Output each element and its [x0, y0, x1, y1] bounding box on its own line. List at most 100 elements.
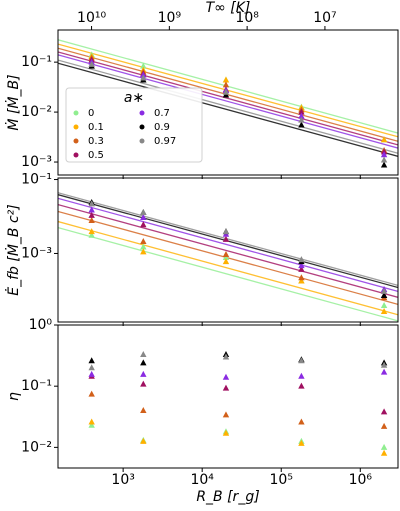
data-point: [222, 411, 230, 418]
data-point: [88, 206, 95, 213]
data-point: [88, 200, 95, 207]
data-point: [140, 221, 147, 228]
data-point: [88, 421, 95, 428]
panel-frame: [57, 324, 399, 469]
fit-line: [58, 220, 398, 316]
data-point: [298, 116, 305, 123]
data-point: [88, 364, 95, 371]
x-tick-label: 10³: [111, 472, 134, 488]
data-point: [298, 108, 305, 115]
data-point: [222, 429, 230, 436]
plot-area: [58, 192, 398, 322]
legend-marker: [73, 124, 79, 130]
plot-area: [88, 350, 388, 456]
top-tick-label: 10⁷: [313, 10, 336, 26]
data-point: [298, 418, 305, 425]
legend-marker: [73, 110, 79, 116]
data-point: [140, 209, 147, 216]
legend-title: a∗: [124, 90, 144, 106]
data-point: [222, 353, 230, 360]
data-point: [140, 74, 147, 81]
top-axis-label: T∞ [K]: [206, 0, 251, 16]
data-point: [298, 274, 305, 281]
data-point: [380, 361, 388, 368]
data-point: [222, 228, 230, 235]
data-point: [222, 88, 230, 95]
data-point: [88, 370, 95, 377]
top-tick-label: 10⁸: [235, 10, 259, 26]
y-tick-label: 10⁻¹: [21, 378, 52, 394]
data-point: [380, 443, 388, 450]
data-point: [222, 250, 230, 257]
data-point: [380, 422, 388, 429]
legend-marker: [139, 138, 145, 144]
fit-line: [58, 54, 398, 149]
data-point: [140, 213, 147, 220]
fit-line: [58, 47, 398, 142]
data-point: [380, 302, 388, 309]
fit-line: [58, 59, 398, 154]
legend-label: 0.1: [88, 122, 104, 133]
legend-marker: [73, 138, 79, 144]
data-point: [298, 382, 305, 389]
data-point: [88, 231, 95, 238]
y-tick-label: 10⁻²: [21, 439, 52, 455]
data-point: [88, 418, 95, 425]
data-point: [222, 384, 230, 391]
data-point: [88, 357, 95, 364]
plot-area: [58, 39, 398, 168]
data-point: [222, 235, 230, 242]
legend-marker: [139, 124, 145, 130]
top-tick-label: 10¹⁰: [77, 10, 106, 26]
legend-label: 0.3: [88, 136, 104, 147]
legend-label: 0.97: [154, 136, 176, 147]
data-point: [380, 368, 388, 375]
data-point: [88, 228, 95, 235]
legend-label: 0: [88, 108, 94, 119]
fit-line: [58, 51, 398, 146]
data-point: [380, 136, 388, 143]
data-point: [222, 258, 230, 265]
data-point: [380, 151, 388, 158]
y-tick-label: 10⁻³: [21, 154, 52, 170]
data-point: [140, 380, 147, 387]
data-point: [380, 287, 388, 294]
data-point: [298, 121, 305, 128]
data-point: [380, 291, 388, 298]
panel-frame: [57, 29, 399, 176]
legend-label: 0.7: [154, 108, 170, 119]
panel-frame: [57, 177, 399, 323]
legend-marker: [139, 110, 145, 116]
data-point: [140, 248, 147, 255]
legend-label: 0.9: [154, 122, 170, 133]
data-point: [298, 262, 305, 269]
data-point: [88, 60, 95, 67]
x-tick-label: 10⁴: [190, 472, 214, 488]
y-axis-label: Ṁ [Ṁ_B]: [4, 74, 22, 130]
y-axis-label: η: [6, 392, 22, 401]
x-axis-label: R_B [r_g]: [196, 489, 259, 505]
data-point: [140, 437, 147, 444]
data-point: [140, 243, 147, 250]
data-point: [88, 211, 95, 218]
fit-line: [58, 197, 398, 293]
fit-line: [58, 203, 398, 298]
x-tick-label: 10⁶: [349, 472, 373, 488]
data-point: [140, 359, 147, 366]
legend-label: 0.5: [88, 150, 104, 161]
top-tick-label: 10⁹: [158, 10, 182, 26]
legend-box: [65, 87, 203, 163]
data-point: [88, 216, 95, 223]
data-point: [380, 161, 388, 168]
y-tick-label: 10⁻¹: [21, 54, 52, 70]
y-axis-label: Ė_fb [Ṁ_B c²]: [4, 204, 22, 295]
y-tick-label: 10⁻¹: [21, 172, 52, 188]
data-point: [298, 265, 305, 272]
data-point: [140, 370, 147, 377]
data-point: [380, 449, 388, 456]
y-tick-label: 10⁻³: [21, 245, 52, 261]
fit-line: [58, 192, 398, 287]
x-tick-label: 10⁵: [270, 472, 293, 488]
data-point: [298, 357, 305, 364]
